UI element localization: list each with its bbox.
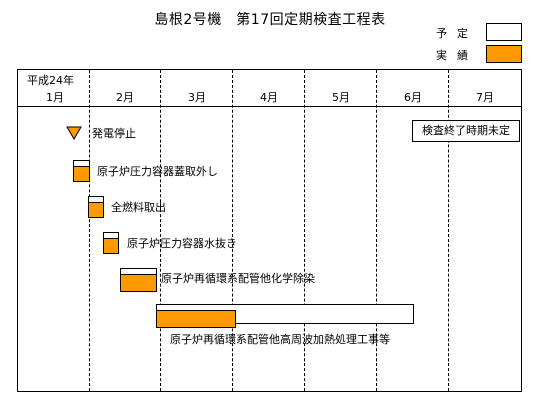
task-label-rpv-drain: 原子炉圧力容器水抜き bbox=[127, 237, 237, 250]
month-divider bbox=[304, 70, 305, 391]
legend-plan-swatch bbox=[486, 23, 522, 41]
task-actual-bar bbox=[88, 202, 104, 218]
month-label-apr: 4月 bbox=[260, 91, 278, 104]
era-label: 平成24年 bbox=[27, 74, 74, 87]
month-divider bbox=[448, 70, 449, 391]
month-label-jan: 1月 bbox=[46, 91, 64, 104]
month-label-may: 5月 bbox=[332, 91, 350, 104]
month-divider bbox=[160, 70, 161, 391]
task-label-chemical-decontamination: 原子炉再循環系配管他化学除染 bbox=[161, 272, 315, 285]
schedule-frame bbox=[17, 69, 522, 392]
header-divider bbox=[17, 106, 522, 107]
task-label-shutdown: 発電停止 bbox=[92, 127, 136, 140]
task-actual-bar bbox=[156, 310, 236, 328]
legend-plan-label: 予定 bbox=[436, 27, 478, 40]
month-label-feb: 2月 bbox=[116, 91, 134, 104]
month-divider bbox=[89, 70, 90, 391]
legend-actual-label: 実績 bbox=[436, 49, 478, 62]
month-label-jul: 7月 bbox=[476, 91, 494, 104]
task-actual-bar bbox=[103, 238, 119, 254]
month-divider bbox=[376, 70, 377, 391]
month-label-mar: 3月 bbox=[188, 91, 206, 104]
task-label-induction-heating-work: 原子炉再循環系配管他高周波加熱処理工事等 bbox=[170, 333, 390, 346]
task-label-rpv-head-removal: 原子炉圧力容器蓋取外し bbox=[97, 165, 218, 178]
legend-actual-swatch bbox=[486, 45, 522, 63]
page-title: 島根2号機 第17回定期検査工程表 bbox=[154, 12, 386, 28]
task-actual-bar bbox=[73, 166, 90, 182]
shutdown-triangle-icon bbox=[66, 126, 82, 140]
month-divider bbox=[232, 70, 233, 391]
month-label-jun: 6月 bbox=[404, 91, 422, 104]
inspection-end-note: 検査終了時期未定 bbox=[412, 120, 520, 142]
task-actual-bar bbox=[120, 274, 157, 292]
task-label-fuel-unload: 全燃料取出 bbox=[111, 201, 166, 214]
